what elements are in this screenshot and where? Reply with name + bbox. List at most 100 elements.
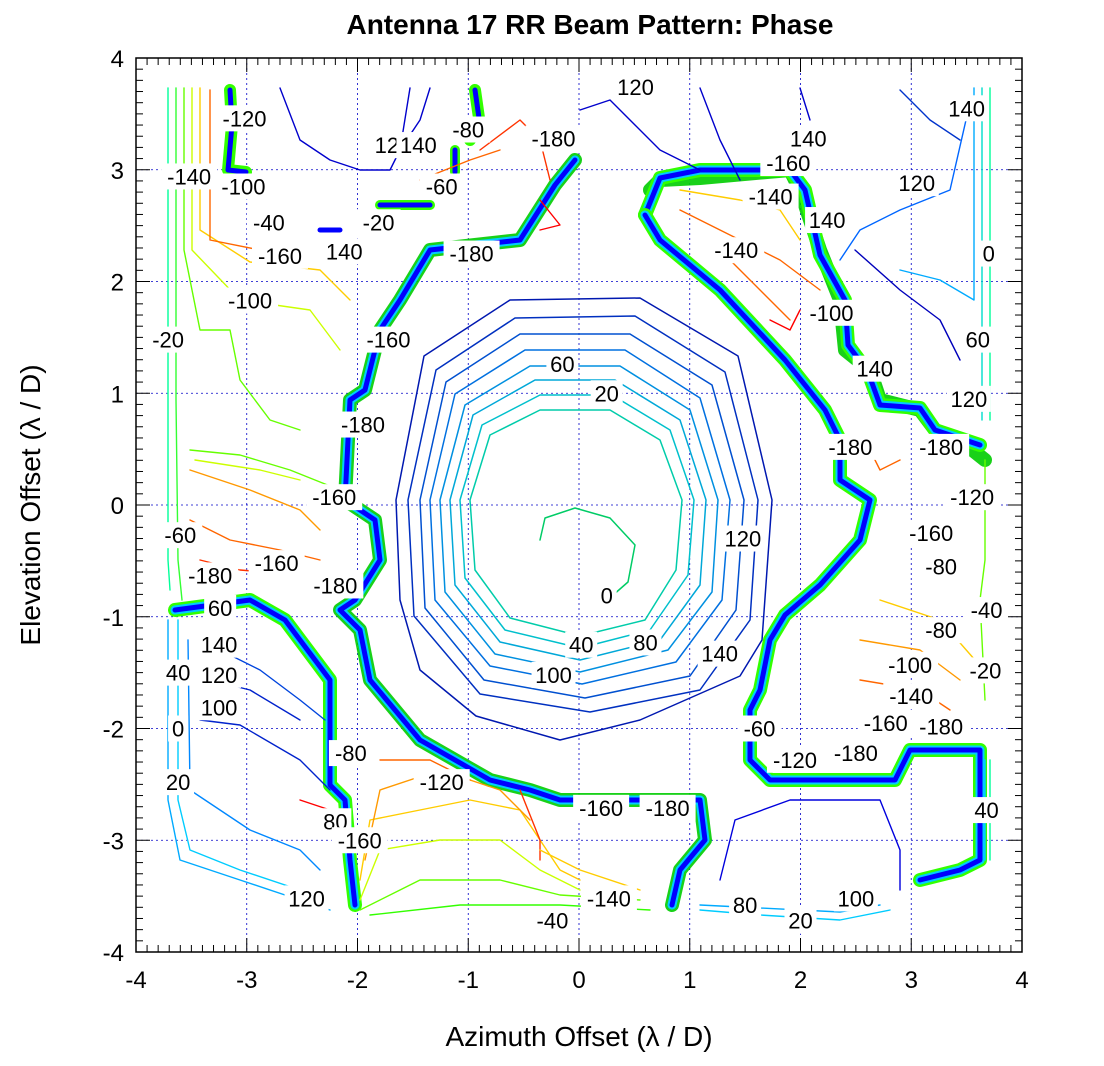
svg-text:-180: -180 <box>646 796 690 821</box>
svg-text:-160: -160 <box>255 551 299 576</box>
svg-text:-120: -120 <box>950 485 994 510</box>
svg-text:40: 40 <box>569 633 593 658</box>
svg-text:-120: -120 <box>223 106 267 131</box>
y-tick-label: 3 <box>111 158 124 185</box>
y-tick-label: 0 <box>111 493 124 520</box>
contour-label: 20 <box>784 907 817 934</box>
contour-label: -100 <box>882 651 939 678</box>
svg-text:120: 120 <box>950 387 987 412</box>
y-tick-label: -4 <box>103 940 124 967</box>
svg-text:-180: -180 <box>919 435 963 460</box>
svg-text:100: 100 <box>201 695 238 720</box>
contour-label: 60 <box>546 351 579 378</box>
contour-label: -140 <box>161 163 218 190</box>
contour-line <box>395 297 773 741</box>
contour-label: 40 <box>162 659 195 686</box>
svg-text:40: 40 <box>166 661 190 686</box>
contour-label: 100 <box>531 661 576 688</box>
x-tick-label: -4 <box>125 967 146 994</box>
contour-label: -20 <box>963 657 1008 684</box>
contour-label: 80 <box>629 629 662 656</box>
contour-label: -160 <box>573 794 630 821</box>
svg-text:-180: -180 <box>532 126 576 151</box>
x-tick-label: 1 <box>683 967 696 994</box>
svg-text:140: 140 <box>400 133 437 158</box>
svg-text:-160: -160 <box>864 711 908 736</box>
svg-text:-180: -180 <box>188 563 232 588</box>
contour-label: -40 <box>246 209 291 236</box>
contour-label: -180 <box>443 240 500 267</box>
svg-text:20: 20 <box>788 909 812 934</box>
contour-label: 120 <box>197 661 242 688</box>
contour-labels: 120 -120 120 140 -80 -180 140 140 -140 -100 -60 -16… <box>146 74 1009 934</box>
svg-text:-40: -40 <box>537 909 569 934</box>
svg-text:-120: -120 <box>773 748 817 773</box>
contour-label: 140 <box>396 132 441 159</box>
svg-text:-160: -160 <box>338 828 382 853</box>
svg-text:80: 80 <box>733 893 757 918</box>
contour-label: -180 <box>822 433 879 460</box>
contour-line <box>439 365 719 673</box>
contour-label: -40 <box>530 907 575 934</box>
contour-label: 20 <box>590 380 623 407</box>
svg-text:-20: -20 <box>970 658 1002 683</box>
contour-label: -160 <box>251 242 308 269</box>
contour-label: 140 <box>786 125 831 151</box>
contour-label: -180 <box>307 572 364 599</box>
phase-wrap-boundary <box>168 84 992 912</box>
svg-text:-160: -160 <box>579 796 623 821</box>
contour-label: -160 <box>857 709 914 736</box>
x-tick-label: -3 <box>236 967 257 994</box>
contour-label: 120 <box>894 170 939 197</box>
contour-label: -80 <box>919 617 964 644</box>
contour-label: 140 <box>697 640 742 667</box>
svg-text:120: 120 <box>288 886 325 911</box>
svg-text:-20: -20 <box>363 210 395 235</box>
svg-text:80: 80 <box>633 630 657 655</box>
svg-text:20: 20 <box>166 770 190 795</box>
svg-text:60: 60 <box>550 352 574 377</box>
contour-label: -120 <box>766 746 823 773</box>
contour-label: 60 <box>961 326 994 353</box>
contour-label: 120 <box>284 885 329 912</box>
contour-label: -140 <box>742 183 799 210</box>
x-tick-label: 3 <box>905 967 918 994</box>
contour-label: -160 <box>306 484 363 511</box>
x-tick-label: 0 <box>572 967 585 994</box>
svg-text:-140: -140 <box>889 684 933 709</box>
svg-text:60: 60 <box>208 596 232 621</box>
y-tick-label: 4 <box>111 46 124 73</box>
contour-label: -180 <box>913 713 970 740</box>
contour-label: 120 <box>946 385 991 412</box>
svg-text:-120: -120 <box>420 770 464 795</box>
contour-label: -140 <box>580 885 637 912</box>
svg-text:-180: -180 <box>834 741 878 766</box>
svg-text:-180: -180 <box>341 413 385 438</box>
svg-text:-60: -60 <box>164 523 196 548</box>
svg-text:-160: -160 <box>258 244 302 269</box>
contour-label: -80 <box>919 553 964 580</box>
contour-label: -80 <box>446 116 491 143</box>
contour-label: -20 <box>356 209 401 236</box>
svg-text:-40: -40 <box>971 598 1003 623</box>
svg-text:-60: -60 <box>426 175 458 200</box>
contour-label: -160 <box>360 326 417 353</box>
svg-text:140: 140 <box>790 126 827 151</box>
contour-label: -20 <box>146 326 191 353</box>
svg-text:-160: -160 <box>766 151 810 176</box>
contour-label: -120 <box>413 769 470 796</box>
svg-text:-140: -140 <box>167 164 211 189</box>
contour-label: -60 <box>737 715 782 742</box>
contour-line <box>419 333 745 699</box>
contour-line <box>449 379 707 661</box>
svg-text:-180: -180 <box>828 435 872 460</box>
contour-label: 40 <box>970 797 1003 824</box>
contour-label: 0 <box>978 240 999 267</box>
svg-text:100: 100 <box>535 663 572 688</box>
svg-text:-140: -140 <box>587 886 631 911</box>
svg-text:-100: -100 <box>228 288 272 313</box>
contour-label: -180 <box>182 562 239 589</box>
y-tick-label: -2 <box>103 717 124 744</box>
chart-title: Antenna 17 RR Beam Pattern: Phase <box>346 9 833 40</box>
contour-label: 0 <box>596 582 617 609</box>
